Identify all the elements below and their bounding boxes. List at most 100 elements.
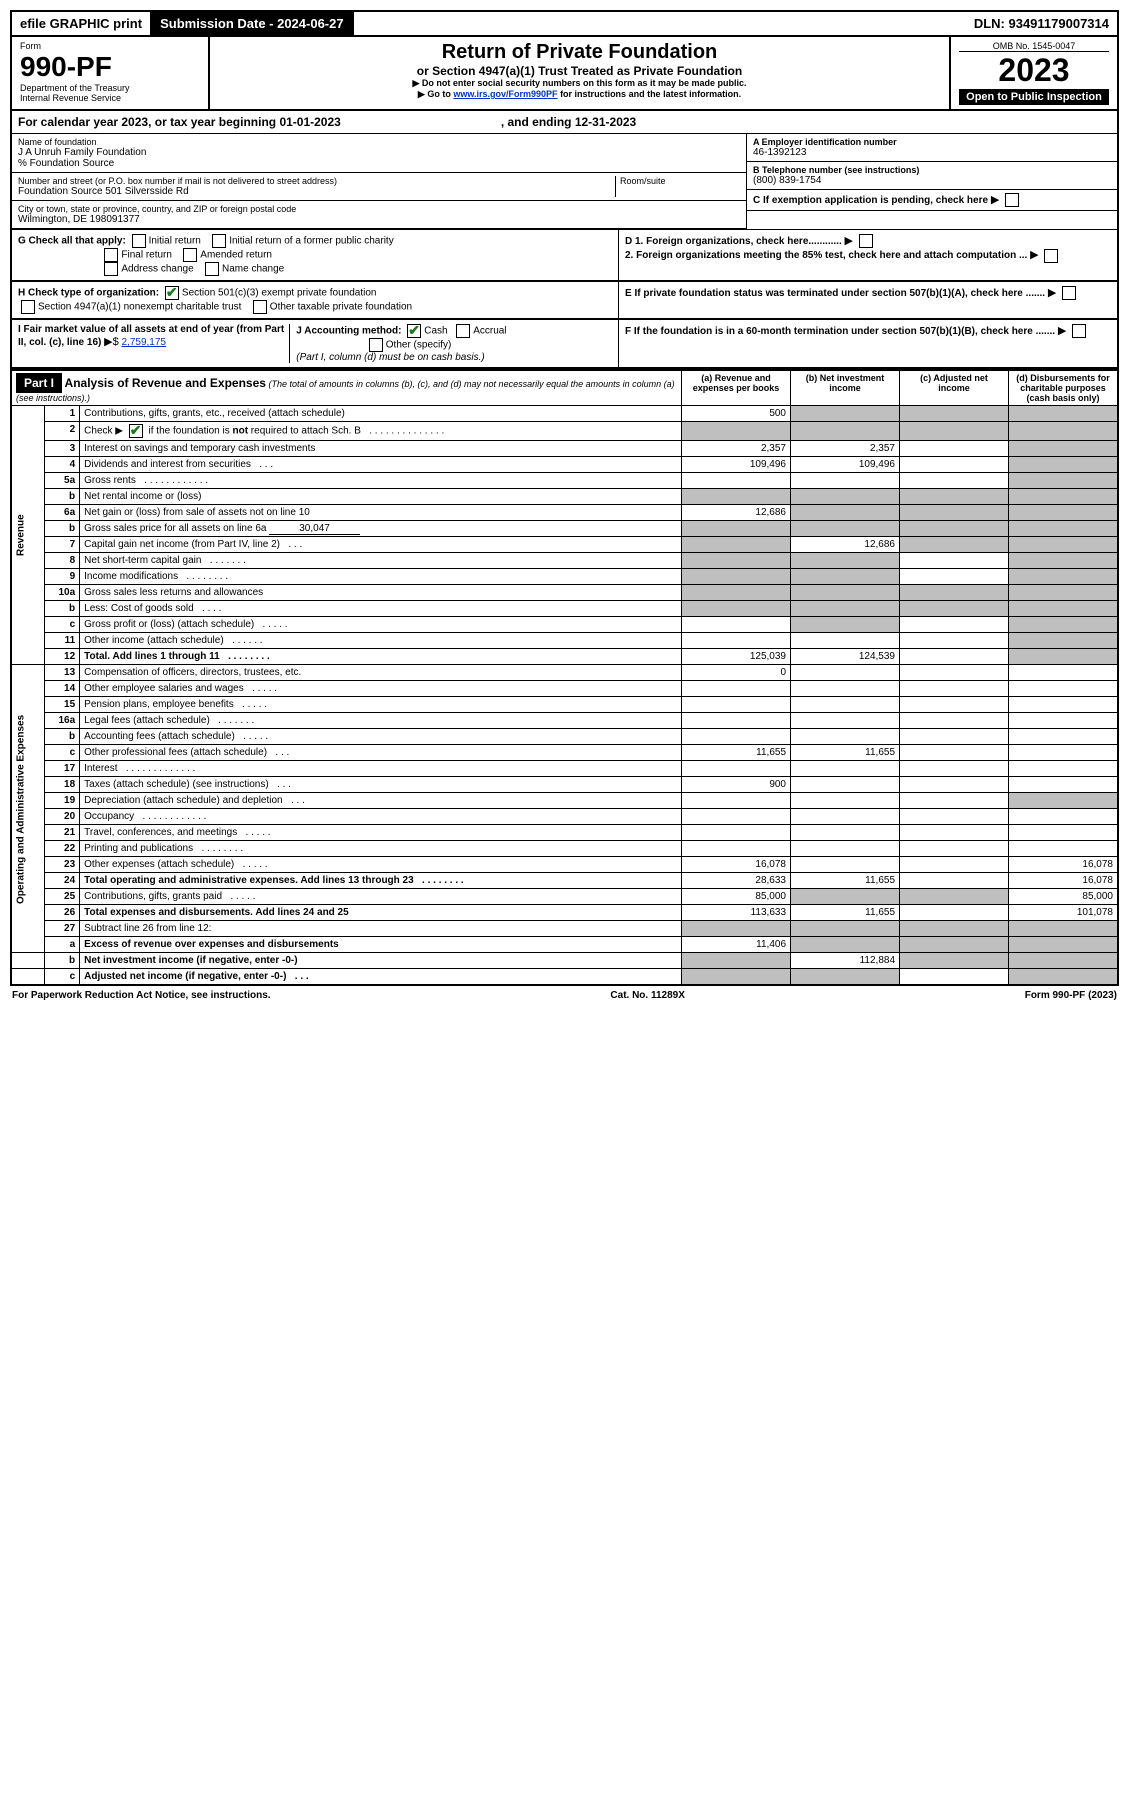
col-d-header: (d) Disbursements for charitable purpose… bbox=[1009, 370, 1119, 406]
line-desc: Compensation of officers, directors, tru… bbox=[80, 665, 682, 681]
line-num: 16a bbox=[45, 713, 80, 729]
line-num: 18 bbox=[45, 777, 80, 793]
line-6b-inline: 30,047 bbox=[269, 523, 360, 535]
line-num: 17 bbox=[45, 761, 80, 777]
h-opt-2: Section 4947(a)(1) nonexempt charitable … bbox=[38, 302, 241, 313]
revenue-label: Revenue bbox=[11, 406, 45, 665]
line-val-a: 28,633 bbox=[682, 873, 791, 889]
line-val-b: 11,655 bbox=[791, 873, 900, 889]
line-num: 21 bbox=[45, 825, 80, 841]
g-address-change-checkbox[interactable] bbox=[104, 262, 118, 276]
col-c-header: (c) Adjusted net income bbox=[900, 370, 1009, 406]
line-6b: b Gross sales price for all assets on li… bbox=[11, 521, 1118, 537]
form-instructions-link[interactable]: www.irs.gov/Form990PF bbox=[453, 89, 557, 99]
sch-b-checkbox[interactable] bbox=[129, 424, 143, 438]
h-501c3-checkbox[interactable] bbox=[165, 286, 179, 300]
g-opt-2: Final return bbox=[121, 250, 172, 261]
cal-year-end: , and ending 12-31-2023 bbox=[501, 115, 636, 129]
line-num: b bbox=[45, 521, 80, 537]
g-initial-former-checkbox[interactable] bbox=[212, 234, 226, 248]
g-final-return-checkbox[interactable] bbox=[104, 248, 118, 262]
line-desc: Net investment income (if negative, ente… bbox=[80, 953, 682, 969]
line-desc: Dividends and interest from securities .… bbox=[80, 457, 682, 473]
line-24: 24 Total operating and administrative ex… bbox=[11, 873, 1118, 889]
submission-date: Submission Date - 2024-06-27 bbox=[152, 12, 354, 35]
h-other-checkbox[interactable] bbox=[253, 300, 267, 314]
line-desc: Interest . . . . . . . . . . . . . bbox=[80, 761, 682, 777]
line-num: 6a bbox=[45, 505, 80, 521]
line-num: 4 bbox=[45, 457, 80, 473]
line-26: 26 Total expenses and disbursements. Add… bbox=[11, 905, 1118, 921]
f-label: F If the foundation is in a 60-month ter… bbox=[625, 326, 1055, 337]
g-name-change-checkbox[interactable] bbox=[205, 262, 219, 276]
line-desc: Gross sales price for all assets on line… bbox=[80, 521, 682, 537]
line-desc: Other expenses (attach schedule) . . . .… bbox=[80, 857, 682, 873]
line-desc: Adjusted net income (if negative, enter … bbox=[80, 969, 682, 986]
line-num: 15 bbox=[45, 697, 80, 713]
line-val-a: 113,633 bbox=[682, 905, 791, 921]
line-val-a: 12,686 bbox=[682, 505, 791, 521]
j-cash-checkbox[interactable] bbox=[407, 324, 421, 338]
form-subtitle: or Section 4947(a)(1) Trust Treated as P… bbox=[218, 64, 941, 78]
line-val-b: 109,496 bbox=[791, 457, 900, 473]
line-7: 7 Capital gain net income (from Part IV,… bbox=[11, 537, 1118, 553]
line-21: 21 Travel, conferences, and meetings . .… bbox=[11, 825, 1118, 841]
part1-label: Part I bbox=[16, 373, 62, 393]
line-desc: Check ▶ if the foundation is not require… bbox=[80, 422, 682, 441]
omb-label: OMB No. 1545-0047 bbox=[959, 41, 1109, 52]
j-accrual-checkbox[interactable] bbox=[456, 324, 470, 338]
h-opt-1: Section 501(c)(3) exempt private foundat… bbox=[182, 288, 377, 299]
line-5b: b Net rental income or (loss) bbox=[11, 489, 1118, 505]
line-13: Operating and Administrative Expenses 13… bbox=[11, 665, 1118, 681]
h-label: H Check type of organization: bbox=[18, 288, 159, 299]
line-num: 26 bbox=[45, 905, 80, 921]
line-val-b: 11,655 bbox=[791, 905, 900, 921]
d2-label: 2. Foreign organizations meeting the 85%… bbox=[625, 250, 1027, 261]
line-num: c bbox=[45, 745, 80, 761]
line-val-a: 109,496 bbox=[682, 457, 791, 473]
line-desc: Accounting fees (attach schedule) . . . … bbox=[80, 729, 682, 745]
bullet-2: ▶ Go to www.irs.gov/Form990PF for instru… bbox=[218, 89, 941, 100]
j-note: (Part I, column (d) must be on cash basi… bbox=[296, 352, 484, 363]
line-num: 19 bbox=[45, 793, 80, 809]
line-16a: 16a Legal fees (attach schedule) . . . .… bbox=[11, 713, 1118, 729]
line-desc: Occupancy . . . . . . . . . . . . bbox=[80, 809, 682, 825]
line-num: 7 bbox=[45, 537, 80, 553]
j-accrual: Accrual bbox=[473, 326, 506, 337]
d2-checkbox[interactable] bbox=[1044, 249, 1058, 263]
line-27a: a Excess of revenue over expenses and di… bbox=[11, 937, 1118, 953]
f-checkbox[interactable] bbox=[1072, 324, 1086, 338]
part1-title: Analysis of Revenue and Expenses bbox=[65, 376, 266, 390]
line-num: c bbox=[45, 617, 80, 633]
line-val-a: 11,655 bbox=[682, 745, 791, 761]
d1-checkbox[interactable] bbox=[859, 234, 873, 248]
footer-right: Form 990-PF (2023) bbox=[1025, 990, 1117, 1001]
line-num: 20 bbox=[45, 809, 80, 825]
e-checkbox[interactable] bbox=[1062, 286, 1076, 300]
line-val-b: 12,686 bbox=[791, 537, 900, 553]
line-10c: c Gross profit or (loss) (attach schedul… bbox=[11, 617, 1118, 633]
ein: 46-1392123 bbox=[753, 147, 1111, 158]
line-desc: Net gain or (loss) from sale of assets n… bbox=[80, 505, 682, 521]
calendar-year-row: For calendar year 2023, or tax year begi… bbox=[10, 111, 1119, 134]
fmv-link[interactable]: 2,759,175 bbox=[122, 337, 167, 348]
g-amended-checkbox[interactable] bbox=[183, 248, 197, 262]
line-desc: Excess of revenue over expenses and disb… bbox=[80, 937, 682, 953]
tax-year: 2023 bbox=[959, 52, 1109, 89]
line-5a: 5a Gross rents . . . . . . . . . . . . bbox=[11, 473, 1118, 489]
line-desc: Travel, conferences, and meetings . . . … bbox=[80, 825, 682, 841]
j-other-checkbox[interactable] bbox=[369, 338, 383, 352]
line-desc: Printing and publications . . . . . . . … bbox=[80, 841, 682, 857]
line-6a: 6a Net gain or (loss) from sale of asset… bbox=[11, 505, 1118, 521]
line-desc: Total. Add lines 1 through 11 . . . . . … bbox=[80, 649, 682, 665]
line-num: a bbox=[45, 937, 80, 953]
line-desc: Taxes (attach schedule) (see instruction… bbox=[80, 777, 682, 793]
line-val-a: 125,039 bbox=[682, 649, 791, 665]
open-inspection: Open to Public Inspection bbox=[959, 89, 1109, 105]
line-num: 10a bbox=[45, 585, 80, 601]
line-val-d: 85,000 bbox=[1009, 889, 1119, 905]
top-bar: efile GRAPHIC print Submission Date - 20… bbox=[10, 10, 1119, 37]
g-initial-return-checkbox[interactable] bbox=[132, 234, 146, 248]
h-4947-checkbox[interactable] bbox=[21, 300, 35, 314]
c-checkbox[interactable] bbox=[1005, 193, 1019, 207]
